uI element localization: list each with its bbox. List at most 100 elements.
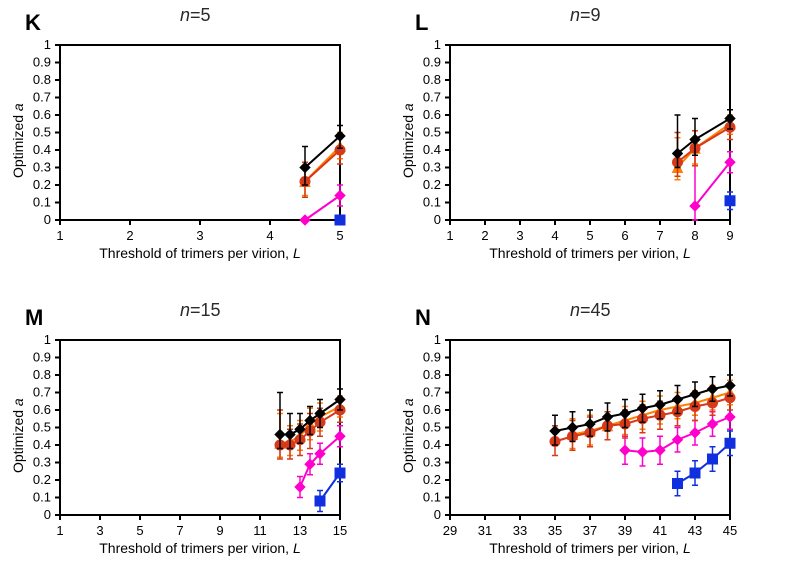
svg-text:0.2: 0.2 xyxy=(423,472,441,487)
svg-text:5: 5 xyxy=(336,228,343,243)
svg-text:1: 1 xyxy=(446,228,453,243)
svg-text:1: 1 xyxy=(56,228,63,243)
svg-text:0.9: 0.9 xyxy=(423,350,441,365)
svg-text:7: 7 xyxy=(656,228,663,243)
svg-text:6: 6 xyxy=(621,228,628,243)
svg-text:2: 2 xyxy=(126,228,133,243)
svg-text:13: 13 xyxy=(293,523,307,538)
svg-text:0.6: 0.6 xyxy=(33,107,51,122)
svg-text:41: 41 xyxy=(653,523,667,538)
y-axis-label: Optimized a xyxy=(400,398,416,473)
svg-text:3: 3 xyxy=(96,523,103,538)
svg-text:0: 0 xyxy=(44,507,51,522)
svg-text:0.4: 0.4 xyxy=(33,142,51,157)
plot-area: 00.10.20.30.40.50.60.70.80.91 123456789 xyxy=(450,45,730,220)
svg-text:0.3: 0.3 xyxy=(33,160,51,175)
svg-text:0: 0 xyxy=(434,212,441,227)
svg-text:0.5: 0.5 xyxy=(33,125,51,140)
svg-text:37: 37 xyxy=(583,523,597,538)
panel-K: K n=5 Optimized a Threshold of trimers p… xyxy=(60,45,340,220)
panel-title: n=45 xyxy=(570,300,611,321)
svg-text:0.4: 0.4 xyxy=(423,437,441,452)
svg-text:0.8: 0.8 xyxy=(33,367,51,382)
svg-text:0.7: 0.7 xyxy=(423,90,441,105)
svg-text:0.9: 0.9 xyxy=(33,55,51,70)
plot-area: 00.10.20.30.40.50.60.70.80.91 2931333537… xyxy=(450,340,730,515)
svg-text:1: 1 xyxy=(434,332,441,347)
svg-text:31: 31 xyxy=(478,523,492,538)
svg-text:0.9: 0.9 xyxy=(423,55,441,70)
svg-text:0.7: 0.7 xyxy=(423,385,441,400)
y-axis-label: Optimized a xyxy=(10,398,26,473)
x-axis-label: Threshold of trimers per virion, L xyxy=(90,245,310,261)
x-axis-label: Threshold of trimers per virion, L xyxy=(480,245,700,261)
svg-text:0.8: 0.8 xyxy=(423,367,441,382)
svg-text:0.2: 0.2 xyxy=(33,177,51,192)
svg-text:1: 1 xyxy=(44,37,51,52)
svg-text:0.8: 0.8 xyxy=(33,72,51,87)
svg-text:15: 15 xyxy=(333,523,347,538)
svg-text:0.3: 0.3 xyxy=(423,160,441,175)
svg-text:0.3: 0.3 xyxy=(423,455,441,470)
svg-text:35: 35 xyxy=(548,523,562,538)
svg-text:9: 9 xyxy=(726,228,733,243)
svg-text:0.1: 0.1 xyxy=(423,195,441,210)
panel-M: M n=15 Optimized a Threshold of trimers … xyxy=(60,340,340,515)
svg-text:33: 33 xyxy=(513,523,527,538)
svg-text:0.3: 0.3 xyxy=(33,455,51,470)
svg-text:0.1: 0.1 xyxy=(33,195,51,210)
svg-text:0.8: 0.8 xyxy=(423,72,441,87)
svg-text:1: 1 xyxy=(434,37,441,52)
svg-text:0.1: 0.1 xyxy=(33,490,51,505)
svg-text:0.5: 0.5 xyxy=(423,420,441,435)
svg-text:0.4: 0.4 xyxy=(33,437,51,452)
plot-area: 00.10.20.30.40.50.60.70.80.91 12345 xyxy=(60,45,340,220)
svg-text:11: 11 xyxy=(253,523,267,538)
svg-text:0.7: 0.7 xyxy=(33,385,51,400)
svg-text:29: 29 xyxy=(443,523,457,538)
panel-title: n=15 xyxy=(180,300,221,321)
panel-letter: L xyxy=(415,10,428,36)
plot-area: 00.10.20.30.40.50.60.70.80.91 1357911131… xyxy=(60,340,340,515)
svg-text:0.2: 0.2 xyxy=(423,177,441,192)
panel-L: L n=9 Optimized a Threshold of trimers p… xyxy=(450,45,730,220)
x-axis-label: Threshold of trimers per virion, L xyxy=(480,540,700,556)
svg-text:1: 1 xyxy=(56,523,63,538)
x-axis-label: Threshold of trimers per virion, L xyxy=(90,540,310,556)
svg-text:0.6: 0.6 xyxy=(423,402,441,417)
svg-text:7: 7 xyxy=(176,523,183,538)
panel-letter: M xyxy=(25,305,43,331)
svg-text:5: 5 xyxy=(586,228,593,243)
panel-title: n=9 xyxy=(570,5,601,26)
svg-text:39: 39 xyxy=(618,523,632,538)
svg-text:0.6: 0.6 xyxy=(33,402,51,417)
series-group xyxy=(673,110,736,220)
panel-title: n=5 xyxy=(180,5,211,26)
svg-text:0.9: 0.9 xyxy=(33,350,51,365)
svg-text:0: 0 xyxy=(434,507,441,522)
y-axis-label: Optimized a xyxy=(10,103,26,178)
panel-N: N n=45 Optimized a Threshold of trimers … xyxy=(450,340,730,515)
svg-text:0: 0 xyxy=(44,212,51,227)
svg-text:0.6: 0.6 xyxy=(423,107,441,122)
svg-text:8: 8 xyxy=(691,228,698,243)
svg-text:3: 3 xyxy=(516,228,523,243)
y-axis-label: Optimized a xyxy=(400,103,416,178)
series-group xyxy=(275,389,345,512)
svg-text:45: 45 xyxy=(723,523,737,538)
svg-text:3: 3 xyxy=(196,228,203,243)
svg-text:0.2: 0.2 xyxy=(33,472,51,487)
svg-text:0.5: 0.5 xyxy=(33,420,51,435)
panel-letter: N xyxy=(415,305,431,331)
series-group xyxy=(550,375,735,496)
svg-text:4: 4 xyxy=(551,228,558,243)
svg-text:4: 4 xyxy=(266,228,273,243)
panel-letter: K xyxy=(25,10,41,36)
series-group xyxy=(300,126,345,226)
figure-grid: { "layout": { "width": 800, "height": 58… xyxy=(0,0,800,582)
svg-text:5: 5 xyxy=(136,523,143,538)
svg-text:0.4: 0.4 xyxy=(423,142,441,157)
svg-text:2: 2 xyxy=(481,228,488,243)
svg-text:0.5: 0.5 xyxy=(423,125,441,140)
svg-text:0.1: 0.1 xyxy=(423,490,441,505)
